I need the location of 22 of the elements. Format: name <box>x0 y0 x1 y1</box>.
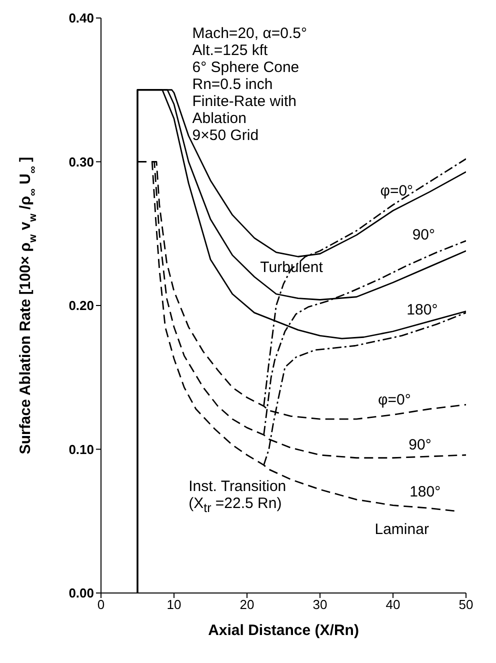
x-axis-title: Axial Distance (X/Rn) <box>208 622 359 639</box>
y-tick-label: 0.30 <box>68 154 94 170</box>
x-tick-label: 30 <box>312 597 328 612</box>
x-tick-label: 10 <box>166 597 182 612</box>
annotation: 90° <box>412 226 435 244</box>
y-tick-label: 0.10 <box>68 442 94 457</box>
annotation: Turbulent <box>260 258 323 276</box>
x-tick-label: 50 <box>458 597 474 612</box>
y-tick-label: 0.40 <box>68 10 94 26</box>
y-tick-label: 0.20 <box>68 298 94 314</box>
x-tick-label: 40 <box>386 597 400 612</box>
annotation: Laminar <box>374 521 429 538</box>
annotation: φ=0° <box>378 392 411 409</box>
annotation: 90° <box>408 436 432 454</box>
annotation: φ=0° <box>380 182 414 199</box>
annotation: 180° <box>406 301 438 318</box>
x-tick-label: 0 <box>97 597 105 612</box>
y-tick-label: 0.00 <box>68 586 94 601</box>
annotation: Inst. Transition (X$_{tr}$ =22.5 Rn) <box>188 478 286 517</box>
annotation: 180° <box>410 484 441 501</box>
annotation: Mach=20, α=0.5° Alt.=125 kft 6° Sphere Cone Rn=0.5 inch Finite-Rate with Ablation 9×50 Grid <box>192 25 307 144</box>
x-tick-label: 20 <box>240 597 254 612</box>
